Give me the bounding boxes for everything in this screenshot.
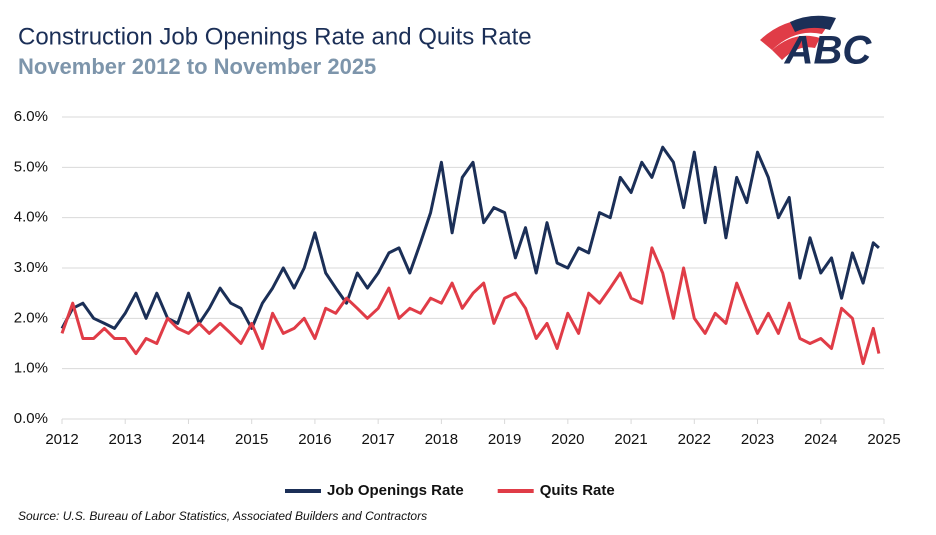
logo-field <box>790 15 836 32</box>
y-tick-label: 4.0% <box>14 209 48 226</box>
x-tick-label: 2015 <box>235 431 268 448</box>
x-tick-label: 2020 <box>551 431 584 448</box>
y-tick-label: 2.0% <box>14 309 48 326</box>
x-tick-label: 2018 <box>425 431 458 448</box>
chart-title: Construction Job Openings Rate and Quits… <box>18 23 532 50</box>
y-tick-label: 5.0% <box>14 158 48 175</box>
logo-stripe <box>772 35 820 60</box>
series-line <box>60 246 881 366</box>
source-note: Source: U.S. Bureau of Labor Statistics,… <box>18 509 427 523</box>
x-tick-label: 2023 <box>741 431 774 448</box>
x-tick-label: 2014 <box>172 431 205 448</box>
y-tick-label: 3.0% <box>14 259 48 276</box>
x-tick-label: 2024 <box>804 431 837 448</box>
x-tick-label: 2016 <box>298 431 331 448</box>
y-tick-label: 0.0% <box>14 410 48 427</box>
chart-subtitle: November 2012 to November 2025 <box>18 54 376 79</box>
legend-label: Quits Rate <box>540 482 615 499</box>
x-tick-label: 2013 <box>109 431 142 448</box>
legend-label: Job Openings Rate <box>327 482 464 499</box>
x-tick-label: 2025 <box>867 431 900 448</box>
y-tick-label: 1.0% <box>14 360 48 377</box>
x-tick-label: 2012 <box>45 431 78 448</box>
y-tick-label: 6.0% <box>14 108 48 125</box>
x-tick-label: 2021 <box>614 431 647 448</box>
x-tick-label: 2017 <box>361 431 394 448</box>
logo: ABC <box>760 15 873 73</box>
x-tick-label: 2022 <box>678 431 711 448</box>
logo-text: ABC <box>784 29 873 73</box>
x-tick-label: 2019 <box>488 431 521 448</box>
